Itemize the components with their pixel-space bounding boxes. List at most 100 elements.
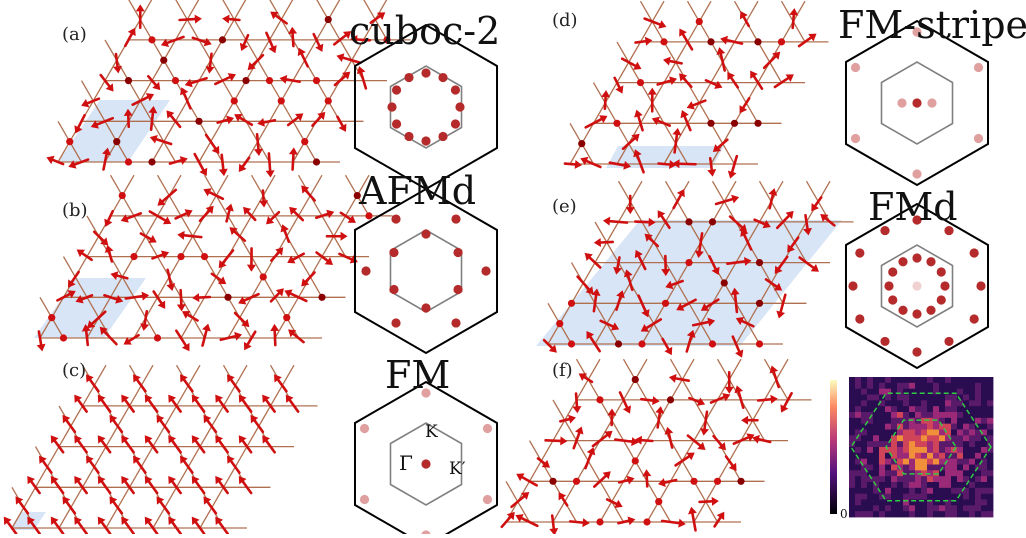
- heat-cell: [849, 406, 855, 412]
- spin-shaft: [764, 57, 775, 68]
- spin-head: [234, 332, 242, 341]
- heat-cell: [909, 383, 915, 389]
- spin-arrow: [289, 207, 303, 220]
- heat-cell: [861, 494, 867, 500]
- heat-cell: [963, 418, 969, 424]
- spin-shaft: [774, 372, 779, 387]
- kagome-bonds-d: [570, 1, 829, 164]
- heat-cell: [849, 465, 855, 471]
- spin-head: [607, 409, 616, 416]
- bragg-peak: [912, 98, 921, 107]
- heat-cell: [897, 412, 903, 418]
- heat-cell: [969, 505, 975, 511]
- heat-cell: [897, 505, 903, 511]
- spin-head: [776, 311, 785, 319]
- heat-cell: [951, 453, 957, 459]
- heat-cell: [951, 430, 957, 436]
- bragg-peak: [389, 248, 398, 257]
- heat-cell: [987, 511, 993, 517]
- spin-dot: [154, 334, 161, 341]
- spin-shaft: [605, 97, 606, 109]
- heat-cell: [951, 482, 957, 488]
- spin-head: [288, 27, 297, 34]
- bond: [235, 447, 247, 467]
- spin-shaft: [264, 120, 275, 122]
- heat-cell: [909, 505, 915, 511]
- spin-dot: [637, 79, 644, 86]
- spin-shaft: [141, 234, 151, 239]
- heat-cell: [957, 459, 963, 465]
- spin-dot: [685, 218, 692, 225]
- heat-cell: [885, 400, 891, 406]
- heat-cell: [867, 400, 873, 406]
- heat-cell: [963, 470, 969, 476]
- heat-cell: [927, 482, 933, 488]
- spin-head: [568, 415, 576, 424]
- heat-cell: [873, 389, 879, 395]
- heat-cell: [909, 482, 915, 488]
- spin-arrow: [51, 476, 63, 493]
- heat-cell: [855, 482, 861, 488]
- bragg-peak: [421, 530, 430, 534]
- heat-cell: [939, 400, 945, 406]
- heat-cell: [891, 435, 897, 441]
- heat-cell: [969, 400, 975, 406]
- heat-cell: [939, 505, 945, 511]
- colorbar-min-label: 0: [840, 507, 848, 521]
- heat-cell: [849, 500, 855, 506]
- spin-head: [254, 149, 263, 156]
- heat-cell: [939, 383, 945, 389]
- spin-head: [648, 88, 657, 95]
- bond: [617, 62, 629, 82]
- heat-cell: [945, 447, 951, 453]
- heat-cell: [873, 418, 879, 424]
- spin-arrow: [549, 515, 558, 534]
- bond: [310, 175, 322, 195]
- heat-cell: [969, 383, 975, 389]
- heat-cell: [885, 395, 891, 401]
- heat-cell: [915, 430, 921, 436]
- heat-cell: [945, 383, 951, 389]
- heat-cell: [891, 488, 897, 494]
- bragg-peak: [926, 306, 935, 315]
- heat-cell: [861, 435, 867, 441]
- spin-head: [257, 118, 265, 127]
- heat-cell: [903, 430, 909, 436]
- heat-cell: [915, 441, 921, 447]
- heat-cell: [939, 377, 945, 383]
- spin-head: [219, 169, 228, 176]
- bond: [676, 42, 688, 62]
- spin-arrow: [669, 374, 689, 383]
- spin-shaft: [662, 521, 679, 523]
- spin-shaft: [659, 163, 670, 164]
- bond: [765, 380, 777, 400]
- heat-cell: [921, 453, 927, 459]
- bond: [211, 60, 223, 80]
- heat-cell: [987, 494, 993, 500]
- heat-cell: [915, 377, 921, 383]
- heat-cell: [933, 383, 939, 389]
- bond: [24, 487, 36, 507]
- bond: [600, 481, 612, 501]
- bond: [652, 1, 664, 21]
- heat-cell: [897, 488, 903, 494]
- heat-cell: [957, 424, 963, 430]
- spin-head: [195, 15, 202, 24]
- spin-shaft: [227, 210, 230, 221]
- heat-cell: [945, 377, 951, 383]
- bond: [588, 359, 600, 379]
- bragg-peak: [387, 102, 396, 111]
- spin-shaft: [269, 153, 270, 170]
- spin-shaft: [546, 440, 561, 441]
- spin-dot: [130, 253, 137, 260]
- heat-cell: [915, 459, 921, 465]
- bragg-peak: [927, 98, 936, 107]
- bond: [281, 0, 293, 20]
- heat-cell: [915, 482, 921, 488]
- heat-cell: [927, 400, 933, 406]
- spin-head: [669, 374, 677, 383]
- bond: [164, 121, 176, 141]
- heat-cell: [933, 418, 939, 424]
- spin-head: [652, 396, 659, 405]
- bz-diagram-c: [355, 382, 497, 534]
